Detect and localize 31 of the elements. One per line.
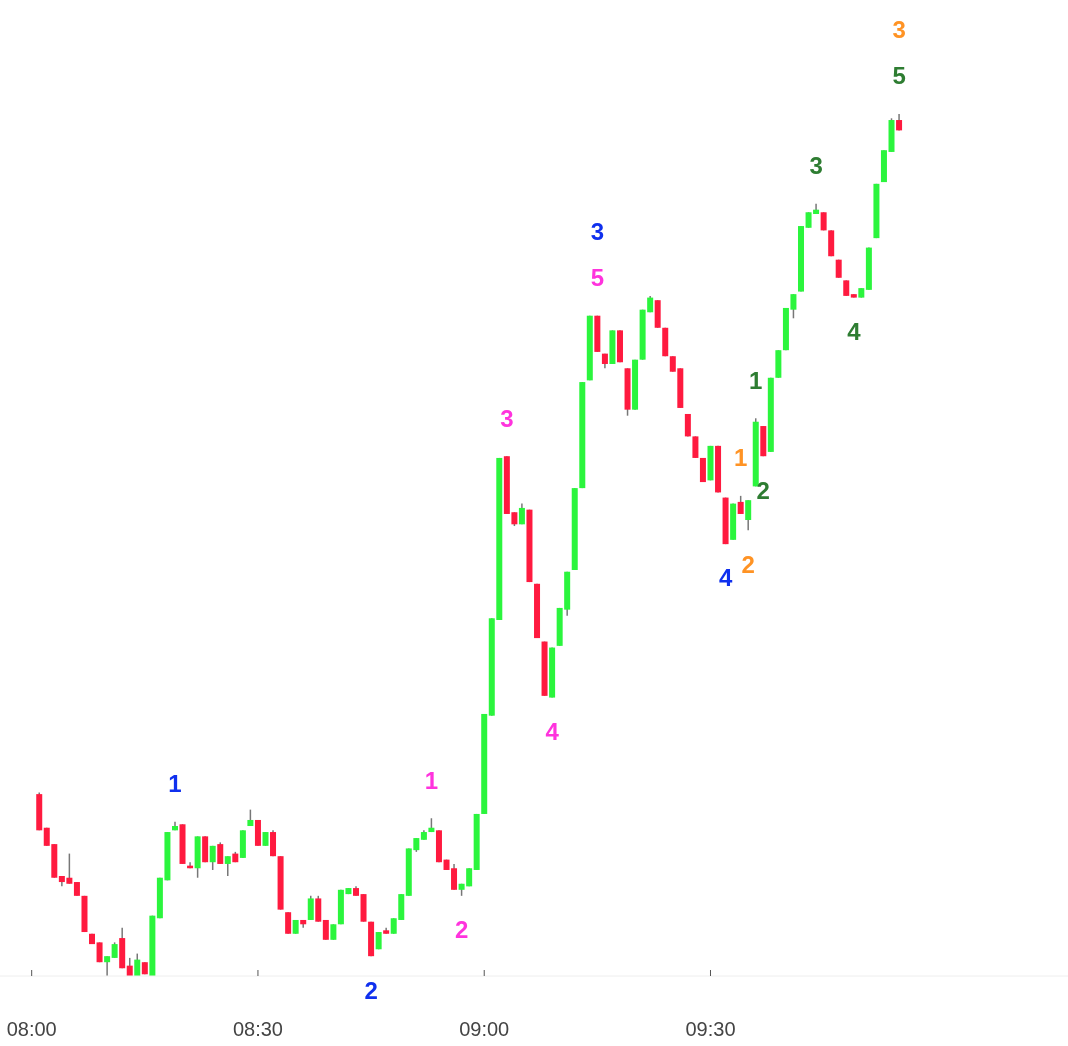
annotation: 2 bbox=[364, 976, 378, 1004]
candlestick bbox=[692, 435, 699, 459]
annotation: 3 bbox=[892, 16, 906, 44]
annotation: 1 bbox=[424, 766, 439, 794]
candlestick bbox=[737, 495, 744, 515]
candlestick bbox=[224, 855, 231, 877]
annotation: 2 bbox=[454, 916, 469, 944]
candlestick bbox=[745, 499, 752, 532]
candlestick bbox=[104, 955, 111, 977]
annotation: 2 bbox=[756, 476, 770, 504]
x-tick-label: 09:00 bbox=[459, 1018, 510, 1040]
x-tick-label: 08:30 bbox=[232, 1018, 283, 1040]
annotation: 1 bbox=[734, 444, 748, 472]
annotation: 4 bbox=[718, 564, 733, 592]
annotation: 5 bbox=[590, 264, 605, 292]
candlestick bbox=[307, 895, 314, 921]
annotation: 5 bbox=[892, 62, 906, 90]
annotation: 3 bbox=[809, 151, 823, 179]
candlestick bbox=[209, 845, 216, 871]
annotation: 2 bbox=[741, 550, 755, 578]
annotation: 3 bbox=[590, 218, 605, 246]
annotation: 3 bbox=[500, 404, 514, 432]
candlestick bbox=[285, 911, 292, 935]
x-tick-label: 09:30 bbox=[685, 1018, 736, 1040]
annotation: 1 bbox=[168, 770, 182, 798]
annotation: 4 bbox=[545, 717, 560, 745]
annotation: 4 bbox=[847, 317, 862, 345]
x-tick-label: 08:00 bbox=[6, 1018, 57, 1040]
candlestick bbox=[217, 841, 224, 865]
annotation: 1 bbox=[749, 366, 763, 394]
candlestick bbox=[315, 895, 322, 923]
